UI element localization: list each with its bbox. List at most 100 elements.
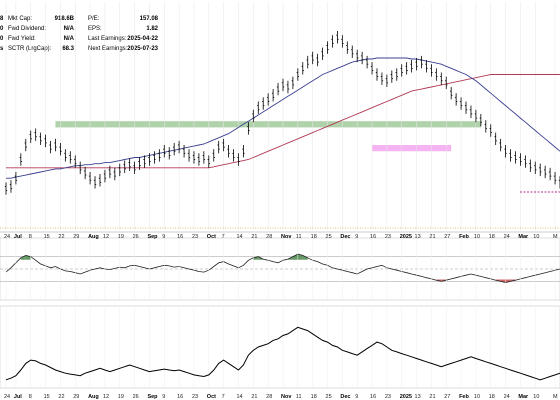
price-bar — [177, 140, 181, 154]
price-bar — [242, 145, 245, 158]
price-bar — [276, 82, 280, 96]
price-bar — [237, 153, 240, 166]
price-bar — [360, 51, 364, 65]
price-bar — [459, 97, 463, 110]
date-tick-label: 23 — [385, 394, 391, 400]
header-field-label: SCTR (LrgCap): — [8, 46, 52, 52]
date-tick-label: 10 — [533, 394, 539, 400]
date-tick-label: 18 — [489, 394, 495, 400]
date-tick-label: 25 — [326, 234, 332, 240]
price-bar — [326, 41, 329, 54]
oscillator-frame — [0, 237, 560, 301]
price-bar — [316, 53, 319, 67]
date-tick-label: 18 — [311, 234, 317, 240]
header-field-value: 68.3 — [62, 46, 74, 52]
price-bar — [306, 55, 309, 69]
date-tick-label: Feb — [459, 394, 469, 400]
price-bar — [355, 49, 359, 63]
date-tick-label: 24 — [504, 234, 510, 240]
price-bar — [331, 35, 334, 48]
price-bar — [400, 64, 403, 77]
price-bar — [524, 155, 527, 168]
date-tick-label: 18 — [311, 394, 317, 400]
date-tick-label: Oct — [207, 394, 216, 400]
price-bar — [291, 76, 295, 90]
date-tick-label: 15 — [44, 234, 50, 240]
price-bar — [192, 151, 196, 164]
price-bar — [351, 45, 354, 58]
date-tick-label: 13 — [415, 394, 421, 400]
date-tick-label: 14 — [236, 234, 242, 240]
date-tick-label: 8 — [29, 394, 32, 400]
date-tick-label: 10 — [474, 234, 480, 240]
oscillator-overbought-fill — [253, 256, 259, 260]
price-bar — [217, 140, 220, 154]
date-tick-label: 9 — [162, 394, 165, 400]
price-bar — [484, 120, 488, 133]
pink-zone — [372, 145, 452, 152]
info-header: 8 0 0 s Mkt Cap: 918.6B Fwd Dividend: N/A Fwd Yi… — [0, 16, 159, 52]
price-bar — [380, 72, 384, 85]
price-bar — [469, 105, 473, 119]
price-bar — [479, 113, 483, 127]
price-bar — [74, 155, 77, 168]
header-field-label: EPS: — [88, 26, 102, 32]
price-bar — [108, 165, 112, 179]
price-bar — [489, 124, 492, 137]
header-field-label: Fwd Yield: — [8, 36, 36, 42]
price-bar — [435, 68, 438, 81]
price-bar — [514, 151, 517, 164]
date-tick-label: 9 — [355, 394, 358, 400]
price-bar — [98, 174, 102, 187]
date-tick-label: 29 — [73, 394, 79, 400]
price-bar — [93, 176, 97, 189]
oscillator-oversold-fill — [505, 279, 511, 283]
date-tick-label: Mar — [518, 394, 529, 400]
date-tick-label: 12 — [103, 234, 109, 240]
price-bar — [529, 159, 532, 172]
bottom-panel — [0, 305, 560, 389]
price-bar — [425, 60, 428, 73]
date-tick-label: 28 — [266, 234, 272, 240]
price-bar — [449, 86, 453, 100]
price-bar — [4, 182, 8, 195]
price-bar — [78, 161, 82, 175]
price-bar — [59, 142, 62, 156]
date-tick-label: Nov — [281, 234, 292, 240]
date-tick-label: 23 — [192, 234, 198, 240]
header-field-value: 157.08 — [140, 16, 159, 22]
price-bar — [44, 134, 47, 148]
price-bar — [168, 147, 171, 160]
price-bar — [227, 145, 230, 158]
date-tick-label: 19 — [118, 234, 124, 240]
bottom-indicator-line — [5, 326, 560, 381]
price-bar — [509, 149, 512, 162]
price-bar — [49, 140, 52, 154]
date-tick-label: 28 — [266, 394, 272, 400]
header-left-value: s — [0, 46, 4, 52]
date-tick-label: 14 — [236, 394, 242, 400]
price-bar — [29, 130, 32, 143]
price-bar — [553, 171, 557, 185]
price-bar — [39, 132, 42, 146]
date-tick-label: 23 — [192, 394, 198, 400]
header-field-value: N/A — [64, 26, 75, 32]
price-bar — [499, 138, 502, 152]
price-bar — [262, 97, 265, 110]
date-tick-label: Mar — [518, 234, 529, 240]
price-bar — [266, 93, 270, 106]
price-bar — [222, 138, 225, 152]
date-tick-label: Jul — [14, 394, 22, 400]
date-tick-label: 27 — [444, 394, 450, 400]
price-bar — [14, 171, 18, 185]
date-tick-label: 21 — [429, 234, 435, 240]
price-bar — [395, 68, 398, 81]
price-bar — [321, 47, 324, 61]
price-bar — [420, 55, 423, 69]
price-bar — [543, 165, 547, 179]
oscillator-overbought-fill — [302, 255, 308, 260]
date-tick-label: 2025 — [400, 234, 412, 240]
price-bar — [187, 149, 191, 162]
date-tick-label: 11 — [296, 394, 302, 400]
price-bar — [385, 74, 389, 87]
